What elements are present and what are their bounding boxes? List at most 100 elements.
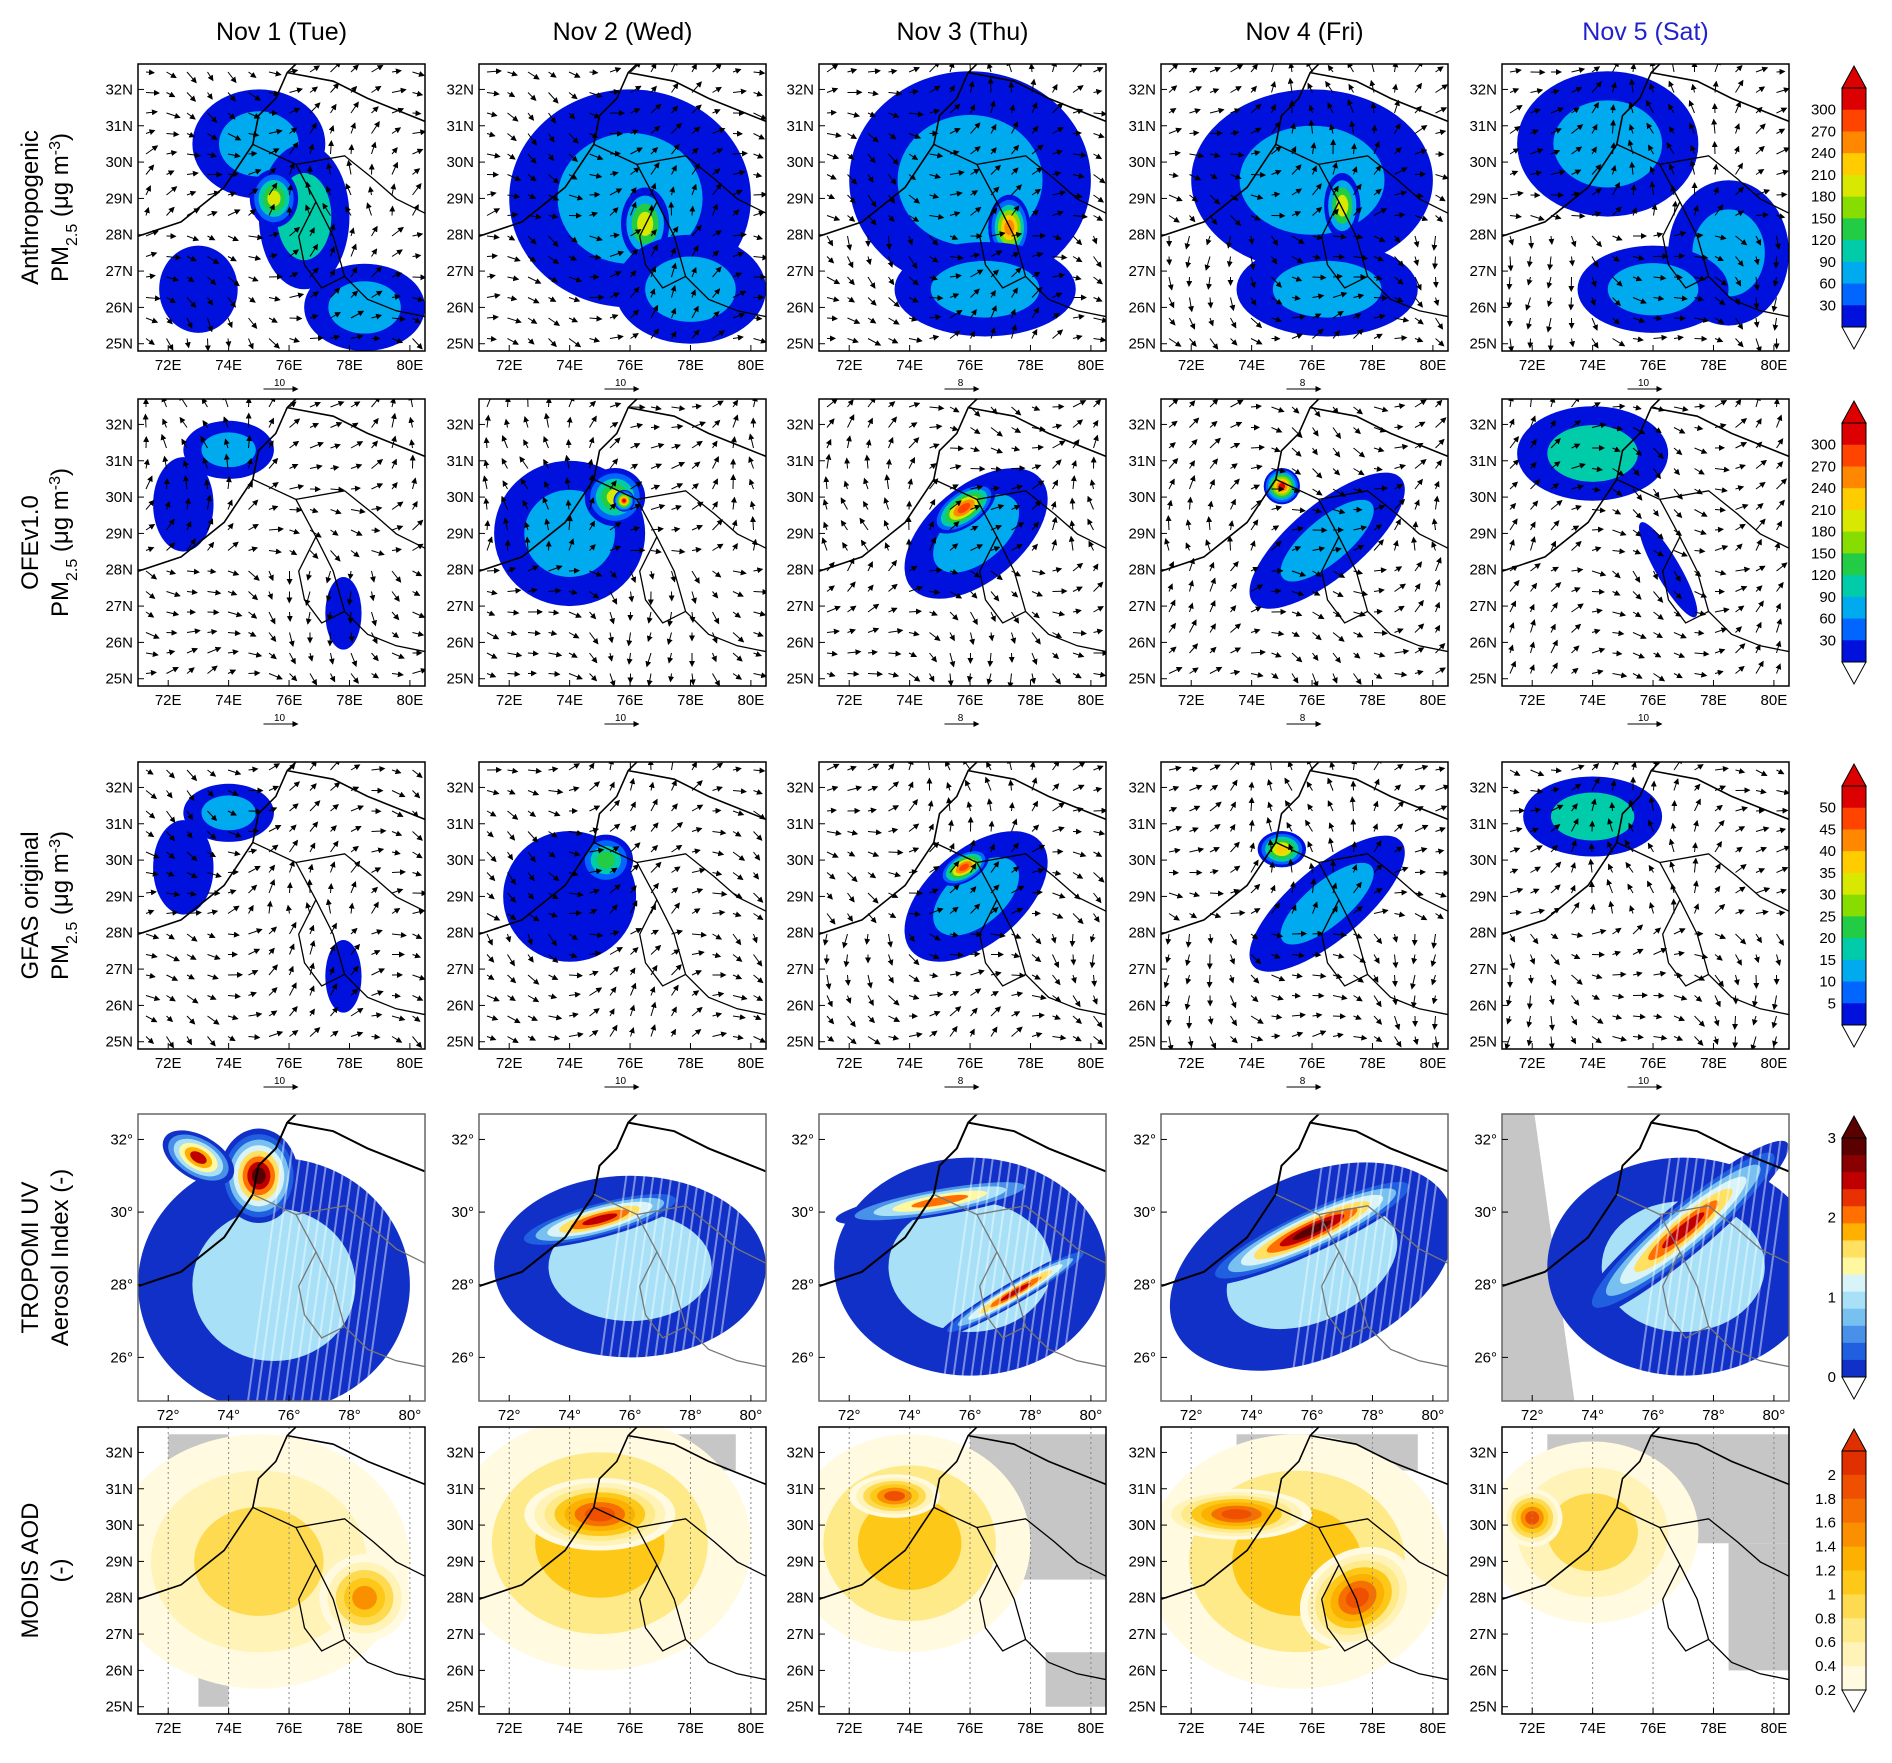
wind-arrow xyxy=(732,88,747,95)
lat-tick-label: 32N xyxy=(786,81,814,98)
wind-arrow xyxy=(630,129,639,136)
reference-vector-label: 10 xyxy=(1638,1076,1650,1087)
colorbar: 3 2 1 0 xyxy=(1828,1114,1867,1401)
lat-tick-label: 30N xyxy=(1469,489,1497,506)
wind-arrow xyxy=(350,243,357,257)
wind-arrow xyxy=(145,230,159,237)
wind-arrow xyxy=(589,254,602,261)
wind-arrow xyxy=(322,202,331,216)
lon-tick-label: 74E xyxy=(215,692,242,709)
lon-tick-label: 72E xyxy=(1178,1055,1205,1072)
lat-tick-label: 25N xyxy=(105,671,133,688)
wind-arrow xyxy=(1527,338,1534,349)
lon-tick-label: 72° xyxy=(1180,1407,1203,1424)
wind-arrow xyxy=(609,170,619,177)
wind-arrow xyxy=(527,193,537,199)
colorbar-tick-label: 30 xyxy=(1819,632,1836,649)
row-label-line: PM2.5 (μg m-3) xyxy=(47,831,81,980)
wind-arrow xyxy=(847,68,858,74)
lon-tick-label: 76° xyxy=(619,1407,642,1424)
lon-tick-label: 72E xyxy=(836,1055,863,1072)
colorbar-tick-label: 180 xyxy=(1811,524,1836,541)
wind-arrow xyxy=(366,202,372,216)
lat-tick-label: 32° xyxy=(791,1131,814,1148)
lat-tick-label: 28° xyxy=(110,1277,133,1294)
wind-arrow xyxy=(1052,848,1064,855)
lat-tick-label: 28N xyxy=(1128,562,1156,579)
wind-arrow xyxy=(1072,64,1083,73)
colorbar-tick-label: 240 xyxy=(1811,145,1836,162)
lat-tick-label: 27N xyxy=(786,961,814,978)
wind-arrow xyxy=(609,271,622,278)
colorbar-tick-label: 35 xyxy=(1819,865,1836,882)
wind-arrow xyxy=(949,951,964,958)
colorbar-segment xyxy=(1842,1359,1866,1378)
map-panel: 32N 31N 30N 29N 28N 27N 26N 25N 72E 74E 76E 78E 80E 8 xyxy=(1128,398,1449,727)
colorbar-segment xyxy=(1842,807,1866,830)
colorbar-tick-label: 2 xyxy=(1828,1210,1836,1227)
wind-arrow xyxy=(207,152,218,158)
wind-arrow xyxy=(227,92,236,102)
concentration-plume xyxy=(251,1167,266,1185)
wind-arrow xyxy=(732,272,743,279)
wind-arrow xyxy=(391,68,402,75)
lat-tick-label: 32N xyxy=(1469,1444,1497,1461)
lat-tick-label: 25N xyxy=(1128,1034,1156,1051)
lat-tick-label: 25N xyxy=(105,1034,133,1051)
colorbar-segment xyxy=(1842,531,1866,554)
wind-arrow xyxy=(289,272,299,278)
row-label-line: OFEv1.0 xyxy=(17,495,44,590)
colorbar-segment xyxy=(1842,109,1866,132)
colorbar-segment xyxy=(1842,1325,1866,1344)
row-label-line: Anthropogenic xyxy=(17,130,44,285)
wind-arrow xyxy=(548,71,557,78)
wind-arrow xyxy=(671,64,678,73)
wind-arrow xyxy=(1271,588,1282,595)
lon-tick-label: 78E xyxy=(1359,1720,1386,1737)
colorbar-segment xyxy=(1842,1308,1866,1327)
concentration-plume xyxy=(328,281,401,334)
colorbar-segment xyxy=(1842,1618,1866,1643)
wind-arrow xyxy=(287,184,294,196)
wind-arrow xyxy=(867,68,881,75)
wind-arrow xyxy=(691,224,702,237)
wind-arrow xyxy=(227,276,240,287)
map-panel: 32N 31N 30N 29N 28N 27N 26N 25N 72E 74E 76E 78E 80E 8 xyxy=(786,63,1107,392)
wind-arrow xyxy=(1165,1015,1172,1026)
lat-tick-label: 32N xyxy=(446,416,474,433)
wind-arrow xyxy=(630,229,642,237)
wind-arrow xyxy=(145,89,160,96)
wind-arrow xyxy=(289,337,300,343)
wind-arrow xyxy=(630,147,643,155)
colorbar-segment xyxy=(1842,261,1866,285)
wind-arrow xyxy=(329,246,336,257)
lon-tick-label: 78E xyxy=(336,1720,363,1737)
wind-arrow xyxy=(732,334,744,341)
wind-arrow xyxy=(712,288,721,298)
lat-tick-label: 31N xyxy=(786,816,814,833)
lat-tick-label: 31N xyxy=(1469,453,1497,470)
lon-tick-label: 74° xyxy=(1581,1407,1604,1424)
wind-arrow xyxy=(548,256,560,265)
lat-tick-label: 31N xyxy=(1469,118,1497,135)
wind-arrow xyxy=(712,266,722,278)
colorbar-tick-label: 0.8 xyxy=(1815,1610,1836,1627)
wind-arrow xyxy=(166,131,180,138)
lon-tick-label: 74E xyxy=(896,1720,923,1737)
wind-arrow xyxy=(1186,1015,1193,1029)
wind-arrow xyxy=(412,90,424,97)
wind-arrow xyxy=(227,152,241,159)
wind-arrow xyxy=(1206,974,1213,988)
lat-tick-label: 26N xyxy=(1128,997,1156,1014)
colorbar-tick-label: 120 xyxy=(1811,567,1836,584)
wind-arrow xyxy=(1006,64,1013,73)
lon-tick-label: 72E xyxy=(496,1720,523,1737)
wind-arrow xyxy=(391,87,407,94)
lat-tick-label: 30° xyxy=(110,1204,133,1221)
wind-arrow xyxy=(1166,256,1173,266)
wind-arrow xyxy=(486,567,500,574)
wind-arrow xyxy=(186,152,201,159)
lat-tick-label: 28N xyxy=(446,1590,474,1607)
wind-arrow xyxy=(548,296,557,302)
wind-arrow xyxy=(1312,274,1327,281)
